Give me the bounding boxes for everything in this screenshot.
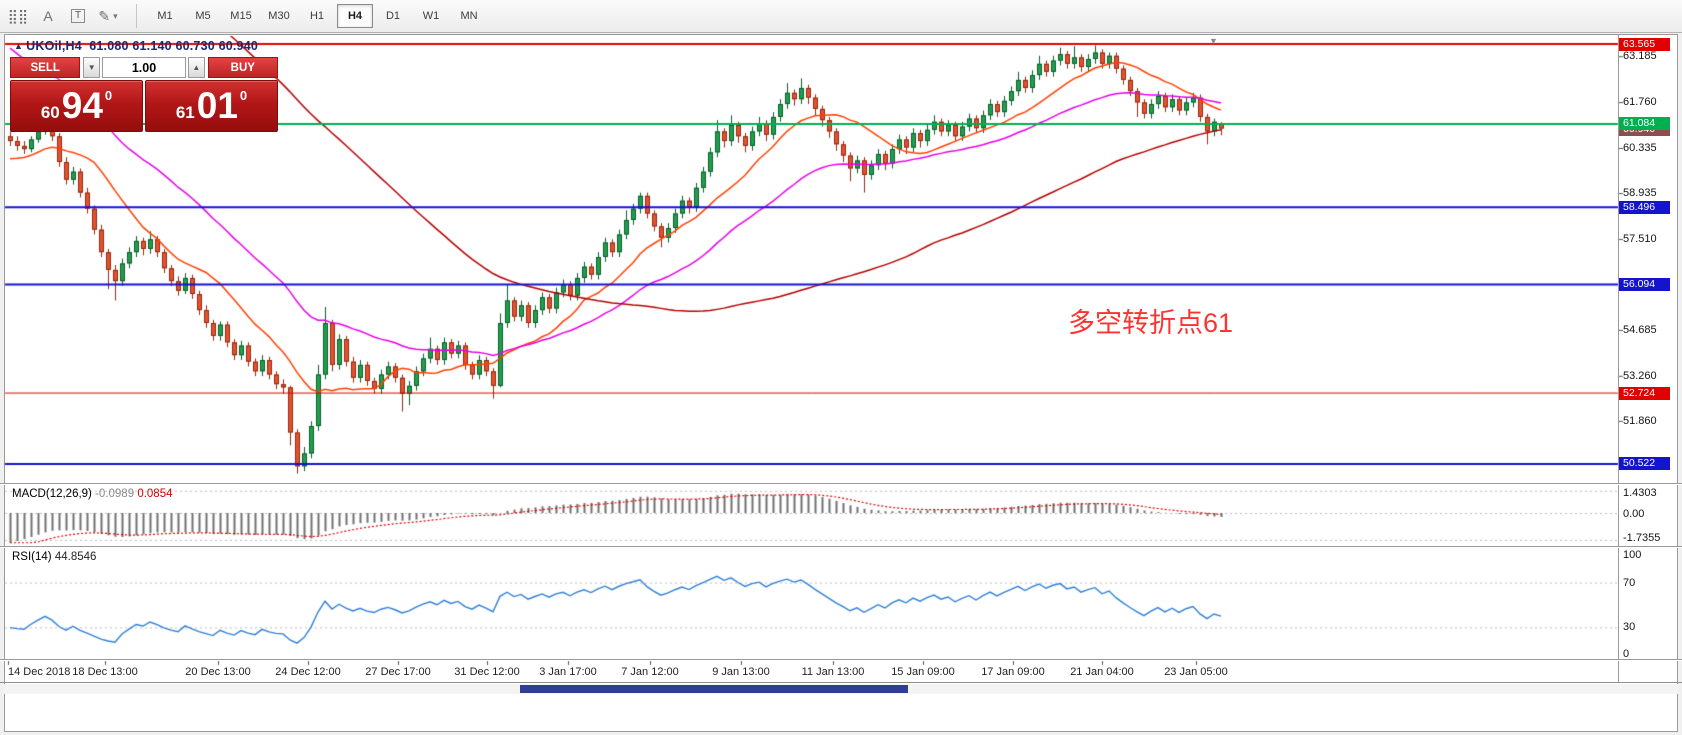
time-axis-label: 11 Jan 13:00: [801, 666, 865, 678]
hline-price-tag: 50.522: [1619, 457, 1670, 471]
buy-price-panel[interactable]: 61 01 0: [145, 80, 278, 132]
chart-annotation-text: 多空转折点61: [1068, 308, 1234, 338]
price-axis-label: 54.685: [1623, 323, 1657, 336]
price-axis-label: 53.260: [1623, 369, 1657, 382]
volume-input[interactable]: [102, 57, 186, 78]
macd-signal-value: 0.0854: [137, 488, 173, 500]
sell-price-pips: 94: [61, 85, 103, 126]
buy-price-main: 61: [175, 103, 195, 122]
hline-price-tag: 61.084: [1619, 117, 1670, 131]
panel-separator-main-macd[interactable]: [0, 483, 1682, 485]
hline-price-tag: 63.565: [1619, 37, 1670, 51]
time-axis-label: 31 Dec 12:00: [454, 666, 520, 678]
time-axis-label: 3 Jan 17:00: [539, 666, 597, 678]
symbol-name: UKOil,H4: [26, 39, 82, 53]
time-axis-label: 7 Jan 12:00: [621, 666, 679, 678]
time-axis-label: 23 Jan 05:00: [1164, 666, 1228, 678]
panel-separator-macd-rsi[interactable]: [0, 546, 1682, 548]
price-axis-label: 57.510: [1623, 232, 1657, 245]
rsi-value: 44.8546: [54, 551, 97, 563]
time-axis-label: 9 Jan 13:00: [712, 666, 770, 678]
panel-separator-rsi-dates[interactable]: [0, 659, 1682, 661]
sell-price-sup: 0: [104, 88, 113, 103]
volume-increase-button[interactable]: ▲: [188, 57, 205, 78]
time-axis-label: 24 Dec 12:00: [275, 666, 341, 678]
rsi-label: RSI(14) 44.8546: [12, 551, 97, 563]
time-axis-label: 18 Dec 13:00: [72, 666, 138, 678]
macd-main-value: -0.0989: [95, 488, 135, 500]
symbol-header: ▲ UKOil,H4 61.080 61.140 60.730 60.940: [14, 39, 258, 53]
time-axis-label: 17 Jan 09:00: [981, 666, 1045, 678]
price-axis-label: 60.335: [1623, 142, 1657, 154]
hline-price-tag: 56.094: [1619, 278, 1670, 292]
volume-decrease-button[interactable]: ▼: [83, 57, 100, 78]
rsi-axis-label: 30: [1623, 621, 1636, 634]
price-axis-label: 51.860: [1623, 414, 1657, 427]
rsi-axis-label: 0: [1623, 648, 1630, 660]
macd-axis-label: 0.00: [1623, 507, 1645, 520]
chart-shift-marker-icon[interactable]: ▼: [1209, 36, 1218, 46]
macd-axis-label: 1.4303: [1623, 486, 1657, 499]
ohlc-readout: 61.080 61.140 60.730 60.940: [89, 39, 258, 53]
time-axis-label: 20 Dec 13:00: [185, 666, 251, 678]
price-axis-label: 61.760: [1623, 96, 1657, 109]
buy-price-pips: 01: [196, 85, 238, 126]
time-axis-label: 21 Jan 04:00: [1070, 666, 1134, 678]
buy-button[interactable]: BUY: [207, 57, 278, 78]
rsi-axis-label: 100: [1623, 549, 1642, 561]
time-axis-label: 27 Dec 17:00: [365, 666, 431, 678]
sell-button[interactable]: SELL: [10, 57, 81, 78]
scrollbar-thumb[interactable]: [520, 685, 908, 693]
price-axis-label: 58.935: [1623, 187, 1657, 200]
macd-label: MACD(12,26,9) -0.0989 0.0854: [12, 488, 173, 500]
buy-price-sup: 0: [239, 88, 248, 103]
price-axis-label: 63.185: [1623, 50, 1657, 63]
rsi-axis-label: 70: [1623, 576, 1636, 589]
hline-price-tag: 58.496: [1619, 200, 1670, 214]
time-axis-label: 14 Dec 2018: [8, 666, 71, 678]
horizontal-scrollbar[interactable]: [4, 684, 1678, 694]
macd-axis-label: -1.7355: [1623, 532, 1661, 544]
one-click-trade-panel: SELL ▼ ▲ BUY 60 94 0 61 01 0: [10, 57, 278, 132]
time-axis-label: 15 Jan 09:00: [891, 666, 955, 678]
sell-price-panel[interactable]: 60 94 0: [10, 80, 143, 132]
symbol-marker-icon: ▲: [14, 41, 24, 51]
sell-price-main: 60: [40, 103, 60, 122]
hline-price-tag: 52.724: [1619, 386, 1670, 400]
window-bottom-border: [0, 682, 1682, 683]
axis-separator: [1618, 35, 1619, 682]
